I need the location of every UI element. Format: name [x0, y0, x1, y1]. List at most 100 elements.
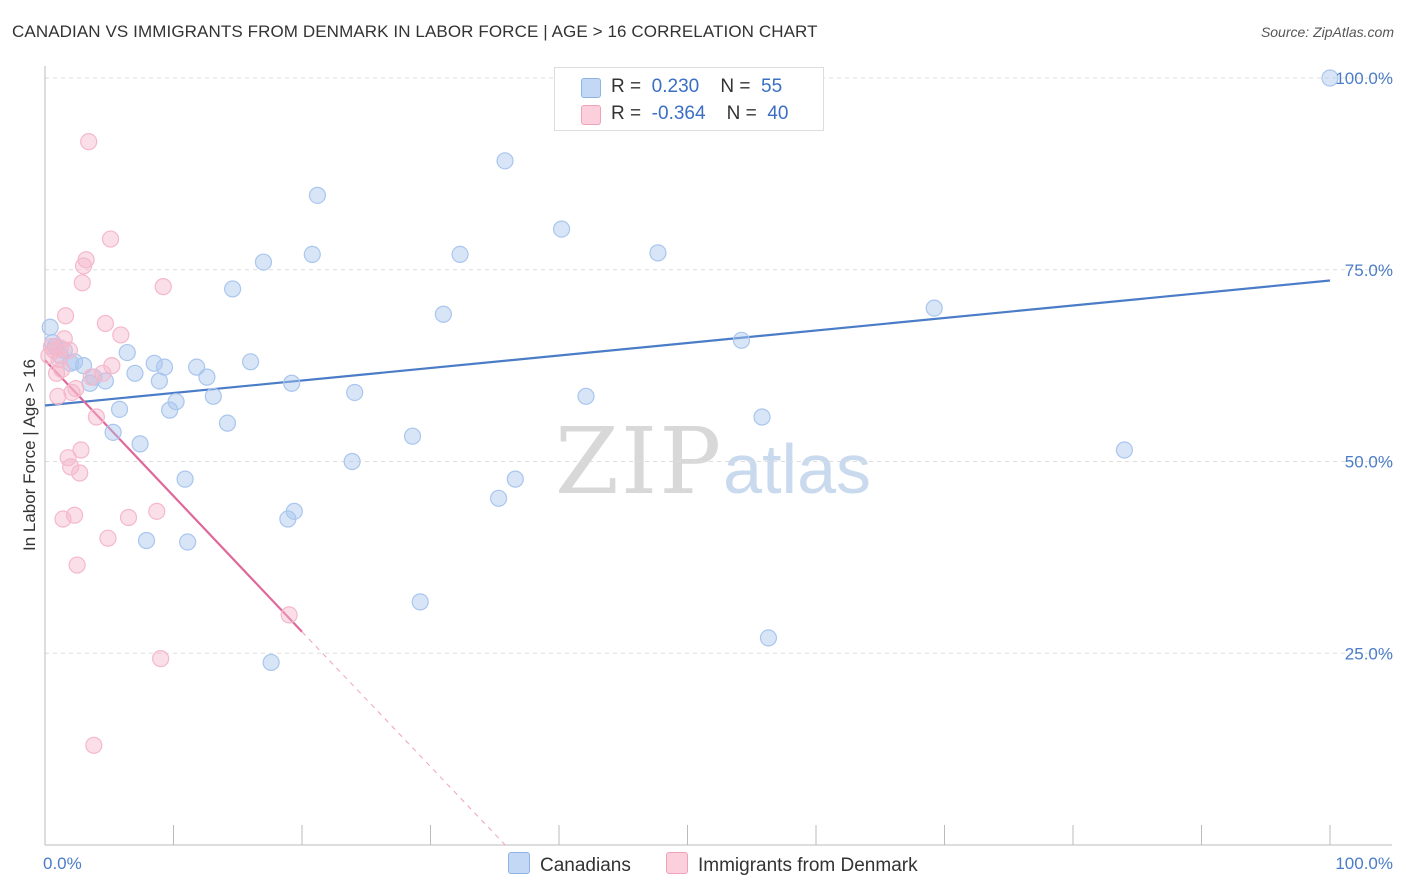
denmark-point [68, 556, 86, 574]
canadians-point [434, 305, 452, 323]
denmark-point [77, 251, 95, 269]
y-tick-label: 100.0% [1335, 69, 1393, 88]
canadians-point [303, 245, 321, 264]
canadians-point [118, 343, 136, 362]
canadians-point [285, 502, 303, 520]
canadians-point [198, 368, 216, 386]
canadians-point [403, 427, 422, 445]
canadians-point [262, 653, 280, 672]
tick-labels: 25.0% 50.0% 75.0% 100.0% 0.0% 100.0% [43, 69, 1393, 873]
canadians-point [346, 383, 364, 402]
canadians-point [176, 470, 194, 488]
denmark-swatch [581, 105, 601, 125]
canadians-point [759, 629, 778, 647]
canadians-swatch [581, 78, 601, 98]
denmark-trend-extension [301, 631, 510, 850]
x-tick-label: 100.0% [1335, 854, 1393, 873]
denmark-point [85, 736, 103, 754]
denmark-point [103, 357, 121, 375]
y-axis-label: In Labor Force | Age > 16 [20, 359, 39, 551]
denmark-point [71, 464, 89, 482]
denmark-point [56, 307, 75, 325]
denmark-point [65, 506, 84, 524]
data-points [40, 69, 1339, 754]
correlation-legend: R = 0.230 N = 55 R = -0.364 N = 40 [554, 67, 824, 131]
canadians-point [308, 186, 327, 204]
canadians-point [1115, 441, 1134, 459]
canadians-point [155, 358, 174, 376]
canadians-point [41, 318, 59, 336]
canadians-point [110, 400, 129, 418]
denmark-point [99, 529, 117, 547]
axes [44, 66, 1392, 846]
canadians-point [204, 387, 222, 405]
y-tick-label: 25.0% [1345, 644, 1393, 663]
canadians-point [131, 435, 149, 453]
canadians-point [137, 531, 156, 550]
canadians-point [167, 393, 185, 411]
watermark-atlas: atlas [723, 430, 872, 508]
y-tick-label: 50.0% [1345, 453, 1393, 472]
canadians-point [753, 408, 771, 426]
bottom-legend-canadians[interactable]: Canadians [508, 852, 631, 877]
trend-lines [44, 279, 1331, 850]
denmark-n-value: 40 [767, 103, 789, 124]
x-tick-label: 0.0% [43, 854, 82, 873]
denmark-point [87, 408, 106, 426]
canadians-point [145, 354, 163, 372]
canadians-point [224, 280, 242, 298]
denmark-point [154, 278, 172, 296]
canadians-point [451, 245, 469, 264]
canadians-point [343, 452, 361, 471]
denmark-legend-label: Immigrants from Denmark [698, 855, 918, 876]
n-label: N = [726, 103, 757, 124]
denmark-trend-line [44, 359, 303, 633]
canadians-point [188, 358, 206, 376]
denmark-point [80, 133, 98, 151]
series-1-points [40, 133, 298, 754]
denmark-point [67, 380, 85, 398]
denmark-legend-swatch [666, 852, 688, 874]
canadians-point [283, 374, 301, 392]
canadians-n-value: 55 [761, 76, 783, 97]
canadians-r-value: 0.230 [651, 76, 700, 97]
canadians-point [1321, 69, 1339, 87]
canadians-point [254, 253, 273, 271]
canadians-point [126, 364, 144, 382]
chart-title: CANADIAN VS IMMIGRANTS FROM DENMARK IN L… [12, 22, 818, 41]
denmark-point [62, 458, 80, 476]
canadians-point [496, 152, 514, 170]
canadians-legend-swatch [508, 852, 530, 874]
y-tick-label: 75.0% [1345, 261, 1393, 280]
canadians-trend-line [44, 279, 1331, 407]
denmark-point [112, 326, 130, 344]
canadians-point [925, 299, 943, 317]
denmark-r-value: -0.364 [651, 103, 706, 124]
series-0-points [41, 69, 1339, 672]
bottom-legend-denmark[interactable]: Immigrants from Denmark [666, 852, 918, 877]
canadians-point [411, 593, 429, 611]
canadians-point [577, 387, 595, 405]
canadians-point [732, 331, 751, 349]
canadians-legend-label: Canadians [540, 855, 631, 876]
denmark-point [119, 508, 138, 527]
denmark-point [73, 274, 91, 292]
canadians-point [179, 533, 197, 551]
canadians-point [242, 353, 260, 371]
source-label: Source: ZipAtlas.com [1260, 24, 1394, 40]
denmark-point [152, 650, 170, 668]
denmark-point [49, 387, 67, 405]
denmark-point [53, 360, 71, 379]
denmark-point [96, 314, 114, 333]
canadians-point [506, 470, 524, 488]
r-label: R = [611, 76, 642, 97]
denmark-point [101, 230, 120, 248]
canadians-point [218, 414, 237, 432]
denmark-point [148, 502, 166, 520]
canadians-point [490, 489, 508, 507]
canadians-point [649, 244, 667, 262]
canadians-point [552, 220, 571, 238]
denmark-point [60, 341, 79, 359]
r-label: R = [611, 103, 642, 124]
